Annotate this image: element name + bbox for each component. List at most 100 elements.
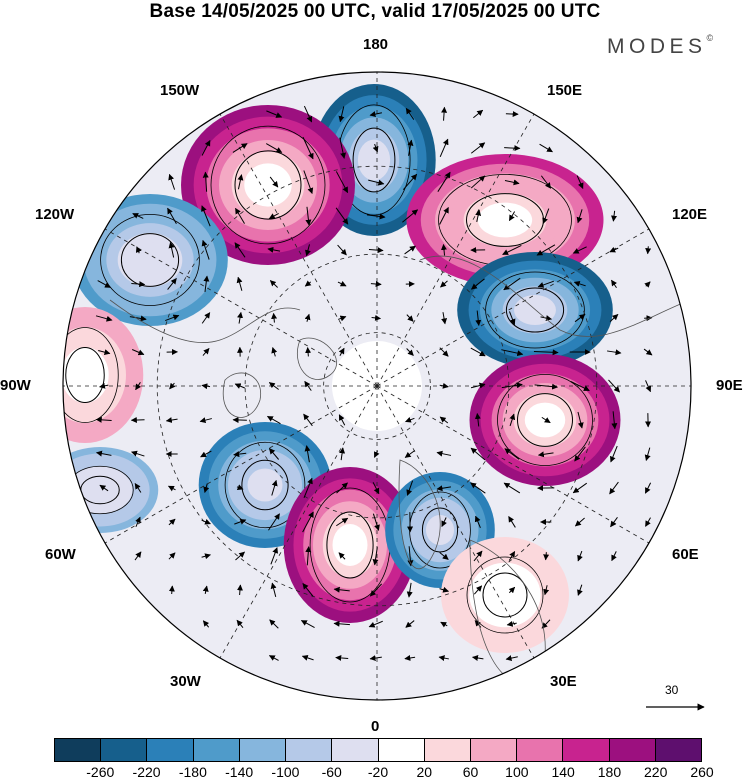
wind-vector	[536, 244, 556, 256]
wind-vector	[406, 480, 414, 496]
colorbar-tick-label: 140	[551, 764, 575, 780]
wind-vector	[236, 584, 243, 596]
wind-vector	[543, 552, 550, 561]
wind-vector	[439, 382, 449, 389]
wind-vector	[304, 313, 311, 322]
wind-vector	[611, 210, 618, 222]
colorbar-tick-label: -100	[271, 764, 300, 780]
wind-vector	[508, 551, 516, 561]
wind-vector	[200, 450, 212, 458]
wind-vector	[234, 383, 245, 389]
wind-vector	[470, 142, 486, 154]
wind-vector	[405, 107, 415, 120]
wind-vector	[305, 346, 312, 357]
wind-vector	[503, 482, 521, 494]
wind-vector	[235, 207, 245, 224]
wind-vector	[372, 143, 379, 153]
colorbar	[54, 738, 702, 762]
wind-vector	[441, 312, 448, 325]
wind-vector	[336, 517, 349, 527]
wind-vector	[405, 620, 415, 628]
map-title: Base 14/05/2025 00 UTC, valid 17/05/2025…	[149, 1, 601, 22]
wind-vector	[470, 447, 486, 461]
wind-vector	[406, 582, 413, 598]
label-150w: 150W	[160, 82, 200, 99]
wind-vector	[572, 246, 587, 254]
wind-vector	[372, 482, 380, 495]
wind-vector	[542, 208, 550, 224]
wind-vector	[202, 585, 209, 594]
wind-vector	[336, 482, 348, 494]
wind-vector	[645, 517, 651, 527]
wind-vector	[335, 171, 349, 194]
wind-vector	[611, 411, 618, 430]
wind-vector	[439, 138, 449, 158]
wind-vector	[270, 582, 277, 597]
wind-vector	[267, 246, 281, 253]
wind-vector	[265, 143, 283, 153]
wind-vector	[470, 278, 485, 290]
wind-vector	[168, 552, 176, 560]
wind-vector	[236, 619, 244, 629]
wind-vector	[369, 655, 382, 662]
wind-vector	[475, 310, 482, 327]
colorbar-ticks: -260 -220 -180 -140 -100 -60 -20 20 60 100 140 180 2…	[54, 764, 713, 782]
wind-vector	[503, 277, 521, 291]
anomaly-high-10w	[283, 467, 417, 623]
wind-vector	[475, 209, 482, 222]
anomaly-high-160w	[181, 105, 355, 265]
wind-vector	[470, 347, 486, 357]
wind-vector	[335, 207, 349, 225]
label-60e: 60E	[672, 546, 699, 563]
wind-vector	[470, 482, 486, 494]
label-150e: 150E	[547, 82, 583, 99]
wind-vector	[95, 416, 112, 423]
wind-vector	[167, 207, 177, 224]
wind-vector	[236, 484, 244, 490]
wind-vector	[201, 383, 211, 390]
wind-vector	[268, 448, 280, 460]
wind-vector	[131, 450, 145, 457]
wind-vector	[439, 552, 449, 560]
colorbar-swatch	[563, 739, 610, 761]
wind-vector	[201, 312, 211, 324]
wind-vector	[502, 245, 522, 255]
wind-vector	[440, 280, 448, 288]
colorbar-swatch	[101, 739, 148, 761]
wind-vector	[271, 312, 278, 323]
wind-vector	[406, 348, 414, 356]
wind-vector	[337, 244, 347, 256]
wind-vector	[268, 655, 279, 661]
wind-vector	[165, 417, 178, 423]
wind-vector	[134, 551, 142, 561]
wind-vector	[268, 382, 279, 390]
colorbar-swatch	[332, 739, 379, 761]
wind-vector	[574, 517, 585, 527]
wind-vector	[337, 315, 347, 322]
wind-vector	[577, 584, 583, 596]
wind-vector	[537, 280, 554, 288]
wind-vector	[438, 655, 449, 662]
wind-vector	[233, 451, 247, 458]
wind-vector	[266, 415, 281, 425]
wind-vector	[269, 176, 279, 188]
wind-vector	[304, 280, 312, 287]
wind-vector	[303, 477, 313, 498]
wind-vector	[577, 550, 583, 562]
wind-vectors	[95, 105, 653, 662]
colorbar-swatch	[55, 739, 102, 761]
wind-vector	[537, 451, 554, 458]
wind-vector	[201, 139, 211, 156]
wind-vector	[470, 175, 486, 189]
wind-vector	[304, 380, 312, 391]
wind-vector	[534, 383, 559, 390]
colorbar-swatch	[286, 739, 333, 761]
wind-vector	[368, 620, 383, 628]
label-60w: 60W	[45, 546, 76, 563]
colorbar-swatch	[470, 739, 518, 761]
wind-vector	[509, 413, 516, 427]
wind-vector	[338, 347, 345, 356]
wind-vector	[269, 619, 279, 629]
wind-vector	[337, 280, 347, 287]
wind-vector	[99, 484, 109, 492]
